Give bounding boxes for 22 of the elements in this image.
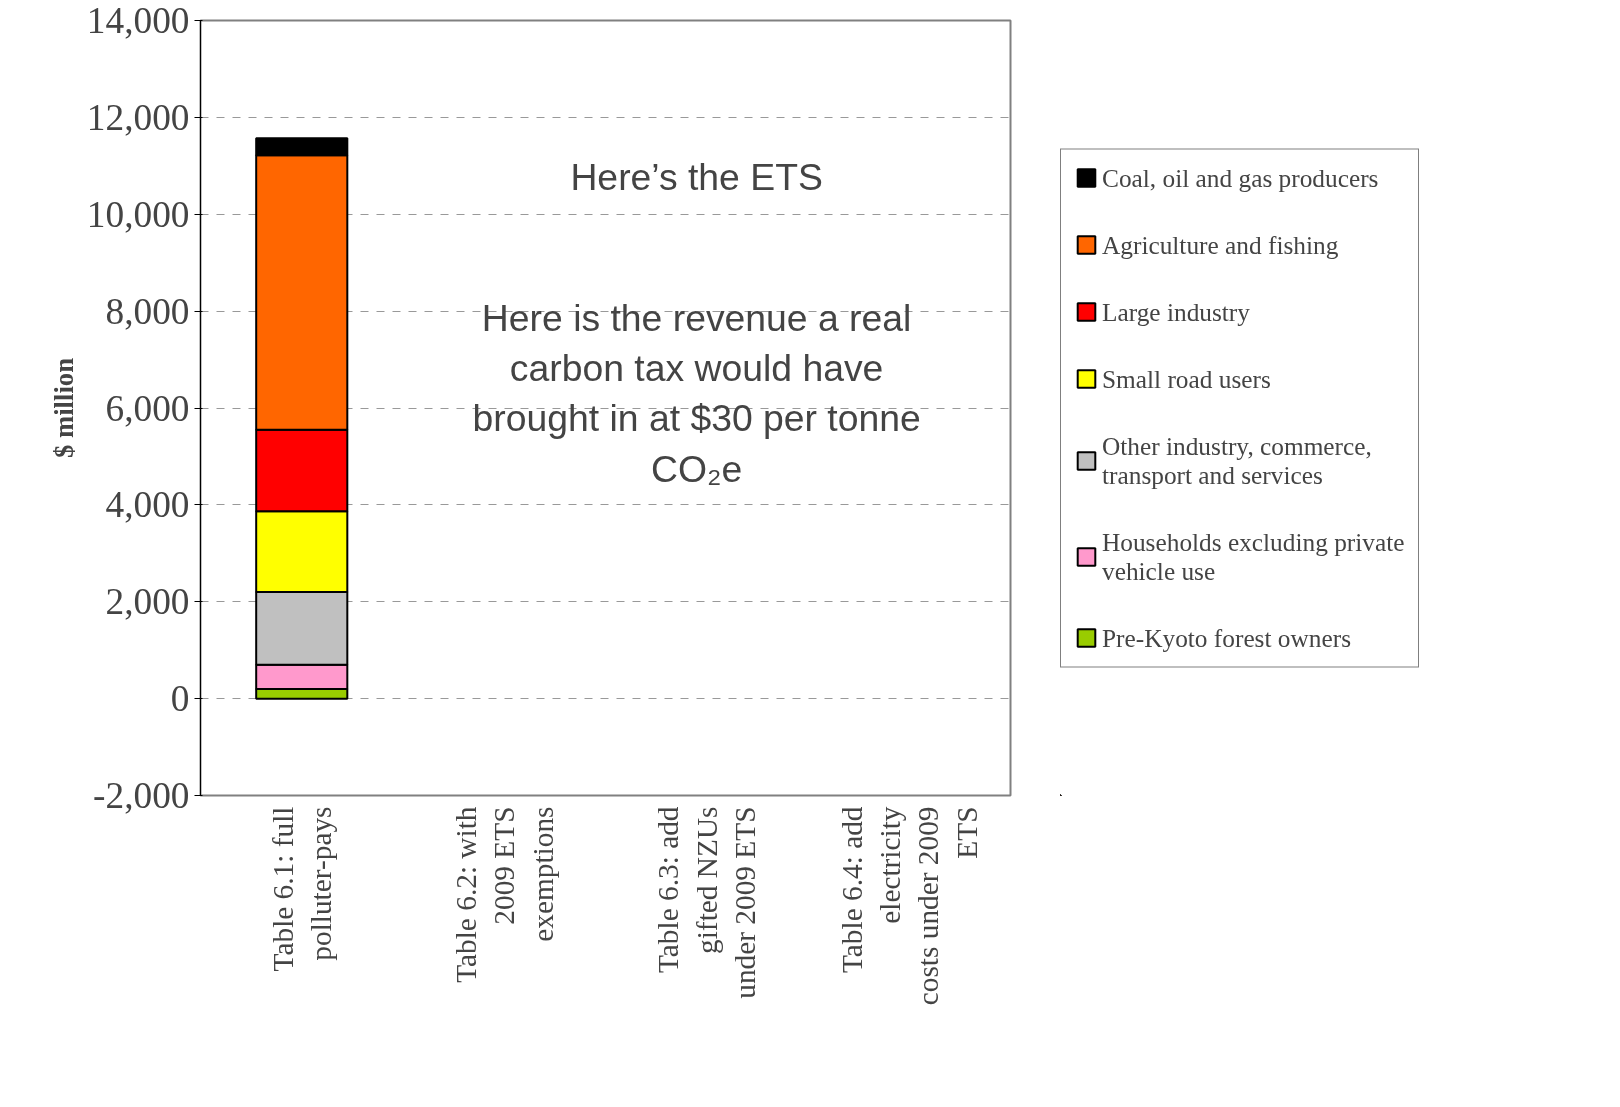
y-tick-label: 8,000	[105, 290, 190, 332]
annotation: Here is the revenue a real carbon tax would have brought in at $30 per tonne CO₂e	[472, 296, 921, 490]
y-axis-title: $ million	[48, 357, 79, 458]
legend-label: Other industry, commerce, transport and services	[1102, 431, 1372, 489]
y-tick-label: 10,000	[86, 193, 190, 235]
legend-label: Pre-Kyoto forest owners	[1102, 623, 1352, 652]
y-tick-label: 12,000	[86, 96, 190, 138]
y-tick-label: 4,000	[105, 484, 190, 526]
x-tick-label: Table 6.2: with 2009 ETS exemptions	[449, 806, 559, 983]
legend-label: Households excluding private vehicle use	[1102, 527, 1405, 585]
legend-label: Agriculture and fishing	[1102, 230, 1339, 259]
y-tick-label: 2,000	[105, 581, 190, 623]
legend-label: Small road users	[1102, 364, 1271, 393]
y-tick-label: 6,000	[105, 387, 190, 429]
y-tick-label: 14,000	[86, 0, 190, 41]
y-tick-label: 0	[170, 678, 190, 720]
x-tick-label: Table 6.1: full polluter-pays	[266, 806, 337, 972]
y-tick-label: -2,000	[93, 775, 190, 816]
x-tick-label: Table 6.4: add electricity costs under 2009 ETS	[835, 806, 983, 1006]
legend-label: Large industry	[1102, 297, 1250, 326]
legend-label: Coal, oil and gas producers	[1102, 163, 1379, 192]
annotation: Here’s the ETS	[570, 156, 823, 199]
